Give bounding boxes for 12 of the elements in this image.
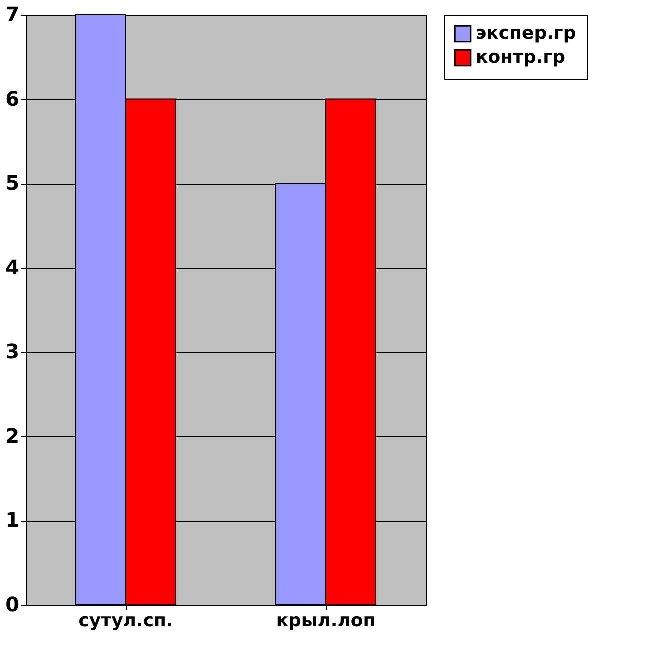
y-tick-label: 1	[6, 508, 20, 532]
x-tick-label: крыл.лоп	[276, 610, 376, 632]
y-tick-label: 6	[6, 86, 20, 111]
legend-label: контр.гр	[476, 47, 566, 68]
y-tick-label: 3	[6, 340, 20, 364]
y-tick-label: 7	[6, 2, 20, 26]
y-tick-label: 2	[6, 424, 20, 448]
y-tick-label: 5	[6, 171, 20, 196]
legend-label: экспер.гр	[476, 23, 576, 44]
y-tick-label: 0	[6, 592, 20, 616]
x-tick-label: сутул.сп.	[78, 610, 174, 632]
y-tick-label: 4	[6, 255, 20, 280]
